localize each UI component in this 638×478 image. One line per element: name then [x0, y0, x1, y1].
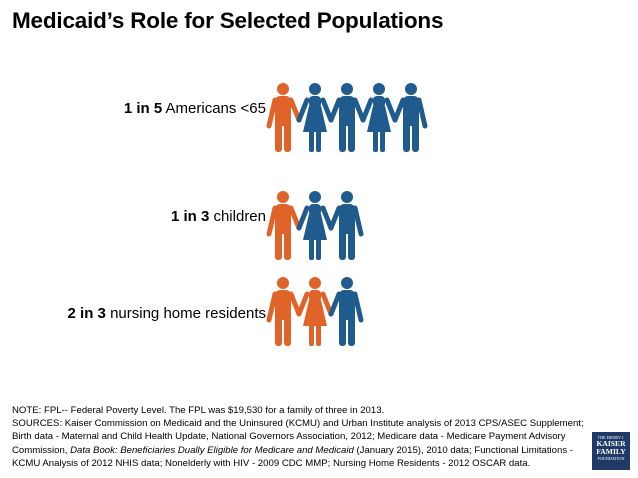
woman-icon	[367, 83, 391, 152]
man-icon	[403, 83, 419, 152]
man-icon	[275, 83, 291, 152]
note-text: NOTE: FPL-- Federal Poverty Level. The F…	[12, 405, 385, 416]
arm-line	[360, 97, 374, 123]
kff-logo: THE HENRY J. KAISER FAMILY FOUNDATION	[592, 432, 630, 470]
woman-icon	[303, 277, 327, 346]
arm-line	[352, 205, 364, 237]
woman-icon	[303, 191, 327, 260]
arm-line	[296, 291, 310, 317]
arm-line	[328, 291, 342, 317]
arm-line	[392, 97, 406, 123]
page-title: Medicaid’s Role for Selected Populations	[12, 8, 444, 33]
arm-line	[352, 291, 364, 323]
stat-label: 1 in 5 Americans <65	[123, 100, 266, 117]
people-icons	[266, 83, 428, 152]
man-icon	[275, 277, 291, 346]
woman-icon	[303, 83, 327, 152]
arm-line	[296, 205, 310, 231]
people-icons	[266, 191, 364, 260]
stat-label: 1 in 3 children	[170, 208, 266, 225]
arm-line	[296, 97, 310, 123]
sources-text: SOURCES: Kaiser Commission on Medicaid a…	[12, 418, 584, 469]
arm-line	[416, 97, 428, 129]
man-icon	[275, 191, 291, 260]
stat-label: 2 in 3 nursing home residents	[67, 305, 266, 322]
people-icons	[266, 277, 364, 346]
arm-line	[328, 205, 342, 231]
man-icon	[339, 277, 355, 346]
man-icon	[339, 83, 355, 152]
arm-line	[266, 97, 278, 129]
arm-line	[328, 97, 342, 123]
arm-line	[266, 205, 278, 237]
arm-line	[266, 291, 278, 323]
man-icon	[339, 191, 355, 260]
source-notes: NOTE: FPL-- Federal Poverty Level. The F…	[12, 404, 592, 470]
